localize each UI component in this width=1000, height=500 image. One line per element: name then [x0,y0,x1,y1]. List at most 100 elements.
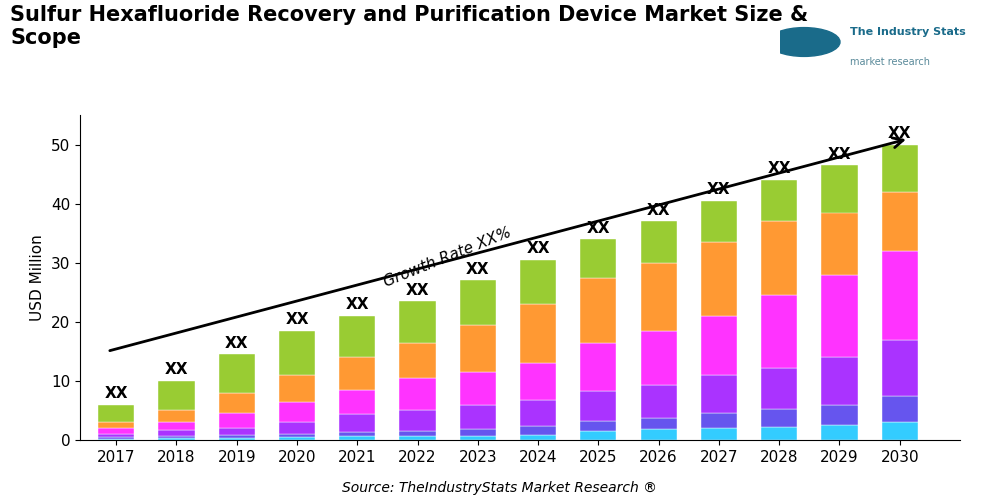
Bar [821,358,858,405]
Bar [701,414,737,428]
Text: XX: XX [466,262,490,277]
Bar [158,436,195,438]
Bar [701,316,737,375]
Bar [882,396,918,422]
Bar [279,375,315,402]
Text: XX: XX [526,241,550,256]
Bar [339,390,375,414]
Bar [279,422,315,434]
Bar [882,144,918,192]
Text: XX: XX [225,336,248,351]
Bar [882,251,918,340]
Text: The Industry Stats: The Industry Stats [850,28,966,38]
Bar [339,358,375,390]
Bar [761,180,797,222]
Text: XX: XX [346,298,369,312]
Bar [701,200,737,242]
Bar [339,414,375,432]
Bar [821,425,858,440]
Bar [219,438,255,440]
Bar [520,363,556,400]
Bar [399,342,436,378]
Bar [520,436,556,440]
Bar [641,430,677,440]
Bar [460,405,496,429]
Bar [158,381,195,410]
Bar [641,418,677,430]
Text: XX: XX [707,182,731,197]
Text: market research: market research [850,57,930,67]
Bar [520,400,556,426]
Bar [701,242,737,316]
Bar [279,330,315,375]
Text: Source: TheIndustryStats Market Research ®: Source: TheIndustryStats Market Research… [342,481,658,495]
Bar [399,410,436,430]
Bar [821,404,858,425]
Y-axis label: USD Million: USD Million [30,234,45,321]
Bar [761,295,797,368]
Bar [701,375,737,414]
Bar [98,404,134,422]
Bar [98,437,134,439]
Bar [158,438,195,440]
Bar [399,301,436,343]
Text: Sulfur Hexafluoride Recovery and Purification Device Market Size &
Scope: Sulfur Hexafluoride Recovery and Purific… [10,5,808,48]
Text: XX: XX [828,146,851,162]
Circle shape [768,28,840,56]
Bar [580,391,616,420]
Bar [761,222,797,295]
Bar [219,354,255,393]
Bar [158,410,195,422]
Bar [580,278,616,342]
Bar [701,428,737,440]
Bar [821,274,858,357]
Bar [219,428,255,434]
Bar [279,437,315,440]
Bar [460,325,496,372]
Bar [580,420,616,431]
Bar [641,385,677,418]
Bar [279,402,315,421]
Bar [761,410,797,427]
Bar [460,436,496,440]
Bar [641,222,677,262]
Bar [98,439,134,440]
Bar [339,316,375,358]
Bar [219,392,255,413]
Text: Growth Rate XX%: Growth Rate XX% [382,224,514,290]
Bar [761,368,797,410]
Text: XX: XX [888,126,911,141]
Text: XX: XX [647,203,670,218]
Bar [761,427,797,440]
Bar [580,239,616,278]
Bar [460,280,496,325]
Bar [821,165,858,212]
Bar [882,340,918,396]
Bar [339,436,375,440]
Text: XX: XX [767,162,791,176]
Text: XX: XX [406,282,429,298]
Text: XX: XX [587,220,610,236]
Text: XX: XX [104,386,128,401]
Bar [98,434,134,437]
Text: XX: XX [285,312,309,327]
Bar [339,432,375,436]
Bar [520,426,556,436]
Bar [641,330,677,385]
Bar [460,429,496,436]
Bar [158,422,195,430]
Bar [399,378,436,410]
Bar [219,434,255,438]
Bar [580,342,616,391]
Text: XX: XX [165,362,188,378]
Bar [520,260,556,304]
Bar [641,262,677,330]
Bar [98,422,134,428]
Bar [399,430,436,436]
Bar [580,431,616,440]
Bar [158,430,195,436]
Bar [98,428,134,434]
Bar [460,372,496,405]
Bar [882,192,918,251]
Bar [399,436,436,440]
